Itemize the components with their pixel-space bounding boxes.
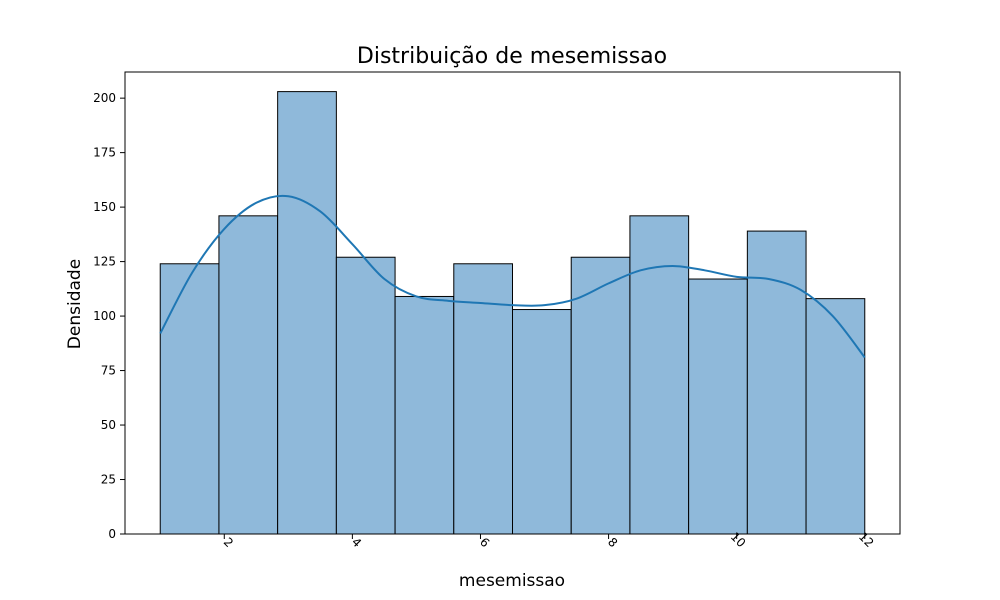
x-tick-label: 4 xyxy=(349,535,364,550)
y-axis: 0 25 50 75 100 125 150 175 200 xyxy=(93,91,125,541)
plot-area xyxy=(124,71,901,535)
y-tick-label: 200 xyxy=(93,91,116,105)
y-tick-label: 75 xyxy=(101,364,116,378)
y-tick-label: 0 xyxy=(108,527,116,541)
y-tick-label: 125 xyxy=(93,255,116,269)
y-tick-label: 100 xyxy=(93,309,116,323)
x-tick-label: 6 xyxy=(477,535,492,550)
histogram-bar xyxy=(453,263,513,535)
histogram-bar xyxy=(335,256,396,535)
histogram-bar xyxy=(688,278,748,535)
histogram-bar xyxy=(746,230,807,535)
histogram-bar xyxy=(512,309,572,535)
histogram-bar xyxy=(570,256,631,535)
kde-line xyxy=(159,194,866,359)
x-tick-label: 2 xyxy=(221,535,236,550)
histogram-bar xyxy=(159,263,220,535)
x-axis-label: mesemissao xyxy=(459,571,565,591)
y-axis-label: Densidade xyxy=(65,259,85,349)
plot-frame xyxy=(124,71,901,535)
histogram-bar xyxy=(629,215,690,535)
chart-title: Distribuição de mesemissao xyxy=(357,44,667,69)
histogram-bar xyxy=(394,295,455,535)
y-tick-label: 50 xyxy=(101,418,116,432)
y-tick-label: 175 xyxy=(93,146,116,160)
y-tick-label: 25 xyxy=(101,473,116,487)
x-tick-label: 8 xyxy=(605,535,620,550)
histogram-bar xyxy=(805,298,866,535)
histogram-bar xyxy=(277,91,337,535)
histogram-bar xyxy=(218,215,279,535)
y-tick-label: 150 xyxy=(93,200,116,214)
